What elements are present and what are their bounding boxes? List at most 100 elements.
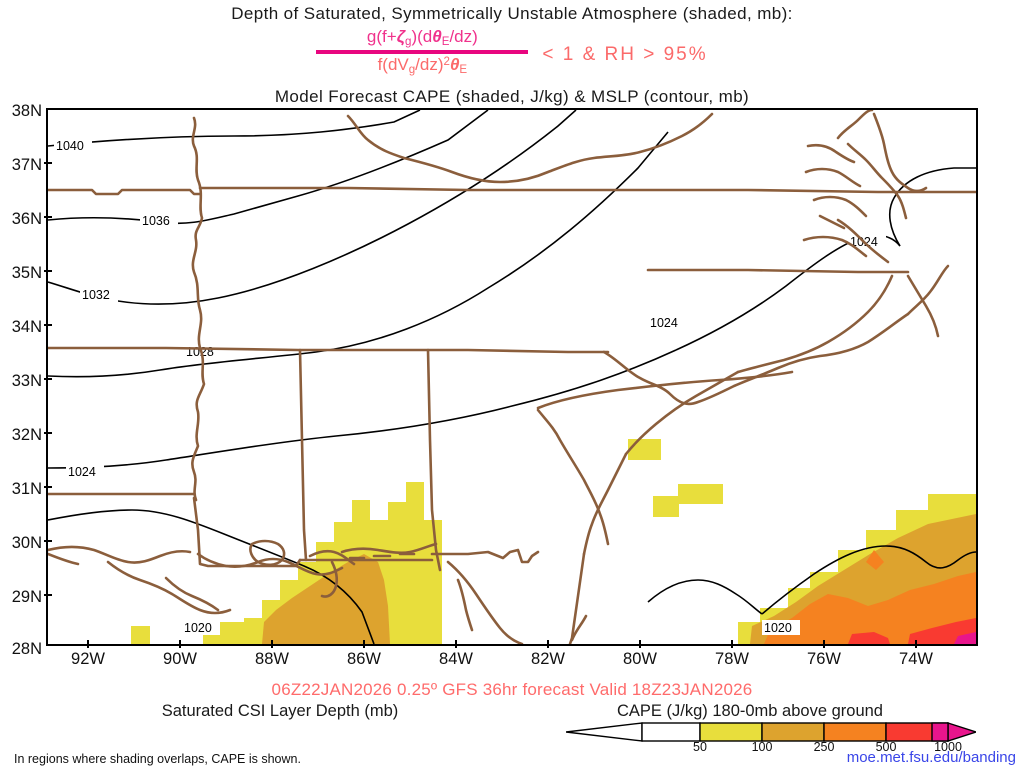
border-virginia-north-carolina	[646, 268, 910, 274]
legend-label-cape: CAPE (J/kg) 180-0mb above ground	[617, 702, 883, 720]
border-north-carolina-tennessee	[602, 312, 910, 406]
contour-label-1032: 1032	[82, 288, 110, 302]
coast-chesapeake-bay	[836, 110, 874, 140]
lon-label-82w: 82W	[531, 650, 565, 668]
cape-cell-ga-3	[653, 496, 679, 517]
page-title-cape: Model Forecast CAPE (shaded, J/kg) & MSL…	[274, 87, 750, 106]
coast-lake-pontchartrain	[249, 539, 286, 567]
coast-florida-east	[568, 552, 586, 644]
lat-label-32n: 32N	[11, 426, 42, 444]
colorbar-band-50	[699, 722, 763, 742]
border-appalachian-ridge	[346, 112, 714, 184]
coast-chesapeake-west	[846, 142, 908, 220]
colorbar-graphic	[566, 722, 976, 742]
lon-label-90w: 90W	[163, 650, 197, 668]
map-graphics: 1040 1036 1032 1028 1024 1024 1024 1020 …	[48, 110, 976, 644]
lon-label-76w: 76W	[807, 650, 841, 668]
border-alabama-georgia	[426, 348, 442, 572]
colorbar-tick-100: 100	[751, 740, 773, 754]
cape-cell-gulf-small	[131, 626, 150, 644]
lon-label-84w: 84W	[439, 650, 473, 668]
cape-fill-atlantic-magenta	[954, 632, 976, 644]
border-mississippi-river	[191, 116, 206, 502]
lon-label-80w: 80W	[623, 650, 657, 668]
border-tennessee-south	[48, 346, 610, 354]
lon-label-74w: 74W	[899, 650, 933, 668]
mslp-contour-1028	[48, 131, 669, 378]
coast-nc-shore	[736, 274, 894, 374]
coast-florida-east-2	[570, 614, 588, 642]
colorbar-left-arrow	[566, 722, 643, 742]
coast-delmarva	[872, 112, 928, 193]
coast-albemarle	[818, 214, 846, 230]
formula-denominator: f(dVg/dz)2θE	[377, 55, 468, 77]
cape-colorbar[interactable]: 50 100 250 500 1000	[566, 722, 976, 756]
lat-label-34n: 34N	[11, 318, 42, 336]
coast-va-bay-1	[804, 167, 862, 188]
map-plot-area[interactable]: 1040 1036 1032 1028 1024 1024 1024 1020 …	[46, 108, 978, 646]
lat-label-31n: 31N	[11, 480, 42, 498]
mslp-contour-1020-b	[647, 579, 763, 615]
contour-label-1020-a: 1020	[184, 621, 212, 635]
lon-label-86w: 86W	[347, 650, 381, 668]
coast-georgia	[582, 452, 628, 556]
contour-label-1024-a: 1024	[68, 465, 96, 479]
coast-texas-louisiana	[48, 552, 80, 566]
colorbar-tick-500: 500	[875, 740, 897, 754]
border-georgia-south-carolina	[536, 408, 610, 546]
lat-label-37n: 37N	[11, 156, 42, 174]
source-url-link[interactable]: moe.met.fsu.edu/banding	[846, 749, 1016, 766]
border-virginia-west	[906, 264, 950, 316]
cape-fill-atlantic-orange-bump	[866, 550, 884, 570]
coast-nc-sounds	[836, 218, 890, 264]
overlap-note: In regions where shading overlaps, CAPE …	[14, 752, 301, 766]
forecast-valid-line: 06Z22JAN2026 0.25º GFS 36hr forecast Val…	[271, 680, 753, 699]
lat-label-35n: 35N	[11, 264, 42, 282]
lat-label-36n: 36N	[11, 210, 42, 228]
border-alabama-mississippi	[298, 348, 308, 562]
border-florida-georgia	[430, 548, 540, 564]
lat-label-30n: 30N	[11, 534, 42, 552]
legend-label-csi: Saturated CSI Layer Depth (mb)	[161, 702, 399, 720]
contour-label-1024-b: 1024	[650, 316, 678, 330]
coast-mississippi-delta	[308, 549, 356, 566]
coast-gulf-shore	[340, 542, 438, 555]
mslp-contour-1024-a	[48, 349, 677, 469]
state-boundaries	[48, 110, 976, 644]
colorbar-band-250	[823, 722, 887, 742]
formula-numerator: g(f+ζg)(dθE/dz)	[366, 27, 478, 49]
colorbar-band-0	[641, 722, 701, 742]
mslp-contour-1040	[48, 110, 421, 147]
colorbar-right-arrow	[947, 722, 976, 742]
contour-label-1020-b: 1020	[764, 621, 792, 635]
contour-label-1036: 1036	[142, 214, 170, 228]
colorbar-tick-50: 50	[693, 740, 707, 754]
lon-label-78w: 78W	[715, 650, 749, 668]
mslp-contour-1020-a	[48, 509, 375, 644]
cape-cell-ga-2	[678, 484, 723, 504]
cape-fill-atlantic-red-2	[848, 632, 890, 644]
border-tennessee-north	[48, 188, 202, 196]
colorbar-band-100	[761, 722, 825, 742]
lat-label-28n: 28N	[11, 640, 42, 658]
cape-shading	[131, 439, 976, 644]
coast-va-bay-2	[812, 195, 868, 218]
coast-atchafalaya	[106, 560, 232, 615]
coast-delta-birdfoot	[320, 560, 339, 598]
coast-pamlico-sound	[802, 235, 868, 258]
contour-label-1040: 1040	[56, 139, 84, 153]
mslp-contour-1024-c	[888, 167, 976, 247]
lat-label-29n: 29N	[11, 588, 42, 606]
coast-florida-gulf	[446, 560, 524, 644]
formula-condition: < 1 & RH > 95%	[542, 44, 708, 66]
coast-florida-keys-inner	[456, 578, 474, 632]
coast-louisiana-bayou	[48, 545, 192, 564]
cape-fill-gulf-yellow-2	[216, 622, 244, 644]
mslp-contour-1036	[48, 110, 489, 225]
formula-fraction: g(f+ζg)(dθE/dz) f(dVg/dz)2θE	[316, 27, 529, 77]
colorbar-tick-250: 250	[813, 740, 835, 754]
lon-label-88w: 88W	[255, 650, 289, 668]
page-title-main: Depth of Saturated, Symmetrically Unstab…	[231, 4, 793, 23]
csi-formula: g(f+ζg)(dθE/dz) f(dVg/dz)2θE < 1 & RH > …	[0, 27, 1024, 77]
